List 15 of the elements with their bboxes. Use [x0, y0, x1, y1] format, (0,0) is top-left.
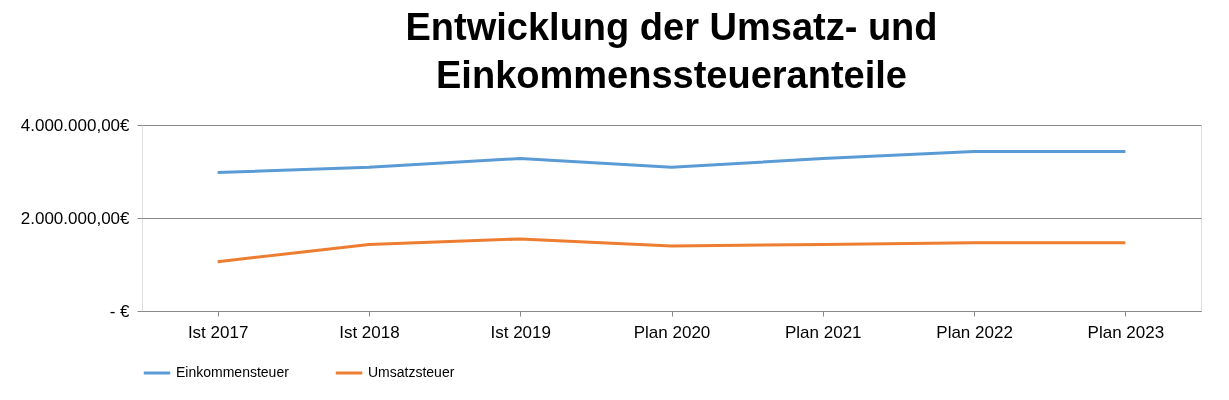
x-tick-label: Plan 2020 [633, 322, 711, 342]
legend-label: Einkommensteuer [176, 364, 290, 380]
line-series [216, 150, 1127, 174]
chart-title: Entwicklung der Umsatz- und Einkommenssteueranteile [405, 6, 938, 96]
y-tick-label: - € [109, 301, 131, 321]
x-tick-label: Plan 2023 [1087, 322, 1165, 342]
x-tick-label: Ist 2017 [187, 322, 249, 342]
x-tick-label: Plan 2022 [936, 322, 1013, 342]
y-tick-label: 4.000.000,00€ [20, 115, 131, 135]
x-tick-label: Ist 2018 [339, 322, 400, 342]
y-tick-label: 2.000.000,00€ [20, 208, 131, 228]
x-tick-label: Ist 2019 [490, 322, 551, 342]
legend-label: Umsatzsteuer [368, 364, 455, 380]
line-series [216, 237, 1127, 264]
x-tick-label: Plan 2021 [785, 322, 862, 342]
